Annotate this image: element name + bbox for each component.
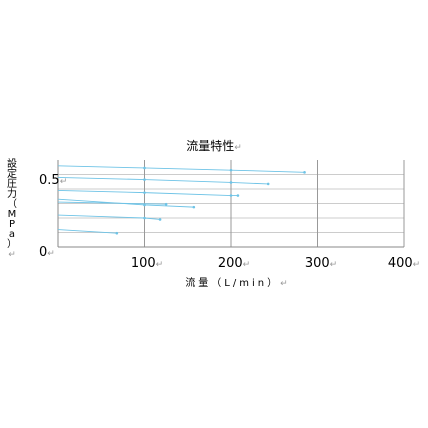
series-3-point-1 [143, 191, 146, 194]
series-3-point-2 [229, 194, 233, 197]
series-2-point-3 [266, 182, 270, 186]
y-tick-label-0: 0↵ [39, 245, 55, 260]
series-line-6 [57, 229, 117, 234]
series-2-point-2 [229, 181, 233, 184]
series-1-point-1 [143, 166, 146, 170]
series-2-point-1 [143, 178, 146, 181]
series-line-7 [57, 201, 167, 205]
series-6-point-1 [115, 231, 119, 235]
series-7-point-1 [164, 202, 168, 206]
series-5-point-1 [143, 216, 146, 220]
series-line-1 [57, 165, 305, 173]
series-line-3 [57, 190, 238, 196]
x-tick-label-100: 100↵ [130, 256, 164, 271]
series-5-point-2 [158, 218, 162, 221]
series-1-point-2 [229, 168, 233, 172]
y-tick-label-0.5: 0.5↵ [39, 173, 68, 188]
series-4-point-1 [143, 203, 146, 207]
series-3-point-3 [236, 194, 240, 197]
chart-title: 流量特性↵ [186, 139, 242, 153]
x-tick-label-400: 400↵ [387, 256, 421, 271]
series-line-2 [57, 176, 269, 185]
series-4-point-2 [192, 205, 196, 209]
x-axis-label: 流量（L/min）↵ [185, 278, 291, 289]
x-tick-label-200: 200↵ [217, 256, 251, 271]
x-tick-label-300: 300↵ [304, 256, 338, 271]
series-1-point-3 [303, 171, 306, 174]
